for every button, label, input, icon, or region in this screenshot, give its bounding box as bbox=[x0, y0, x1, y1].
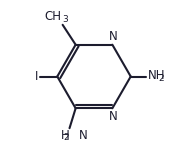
Text: CH: CH bbox=[45, 9, 62, 22]
Text: H: H bbox=[61, 129, 70, 142]
Text: 2: 2 bbox=[159, 74, 164, 83]
Text: N: N bbox=[78, 129, 87, 142]
Text: 2: 2 bbox=[64, 132, 69, 142]
Text: N: N bbox=[109, 30, 118, 43]
Text: 3: 3 bbox=[62, 15, 68, 24]
Text: NH: NH bbox=[148, 69, 166, 82]
Text: I: I bbox=[35, 70, 38, 83]
Text: N: N bbox=[109, 110, 118, 123]
